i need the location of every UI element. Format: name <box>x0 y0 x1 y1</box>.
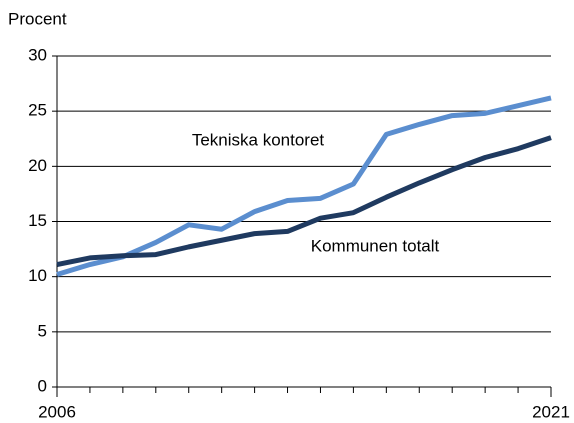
x-tick-label: 2021 <box>532 402 570 421</box>
y-tick-label: 15 <box>28 211 47 230</box>
y-tick-label: 20 <box>28 156 47 175</box>
series-label: Tekniska kontoret <box>192 130 325 149</box>
series-line <box>56 135 552 267</box>
y-axis-label: Procent <box>8 9 67 28</box>
x-tick-label: 2006 <box>38 402 76 421</box>
series-line <box>56 95 552 277</box>
y-tick-label: 10 <box>28 266 47 285</box>
y-tick-label: 30 <box>28 45 47 64</box>
y-tick-label: 0 <box>38 376 47 395</box>
series-label: Kommunen totalt <box>311 236 440 255</box>
y-tick-label: 25 <box>28 101 47 120</box>
y-tick-label: 5 <box>38 321 47 340</box>
